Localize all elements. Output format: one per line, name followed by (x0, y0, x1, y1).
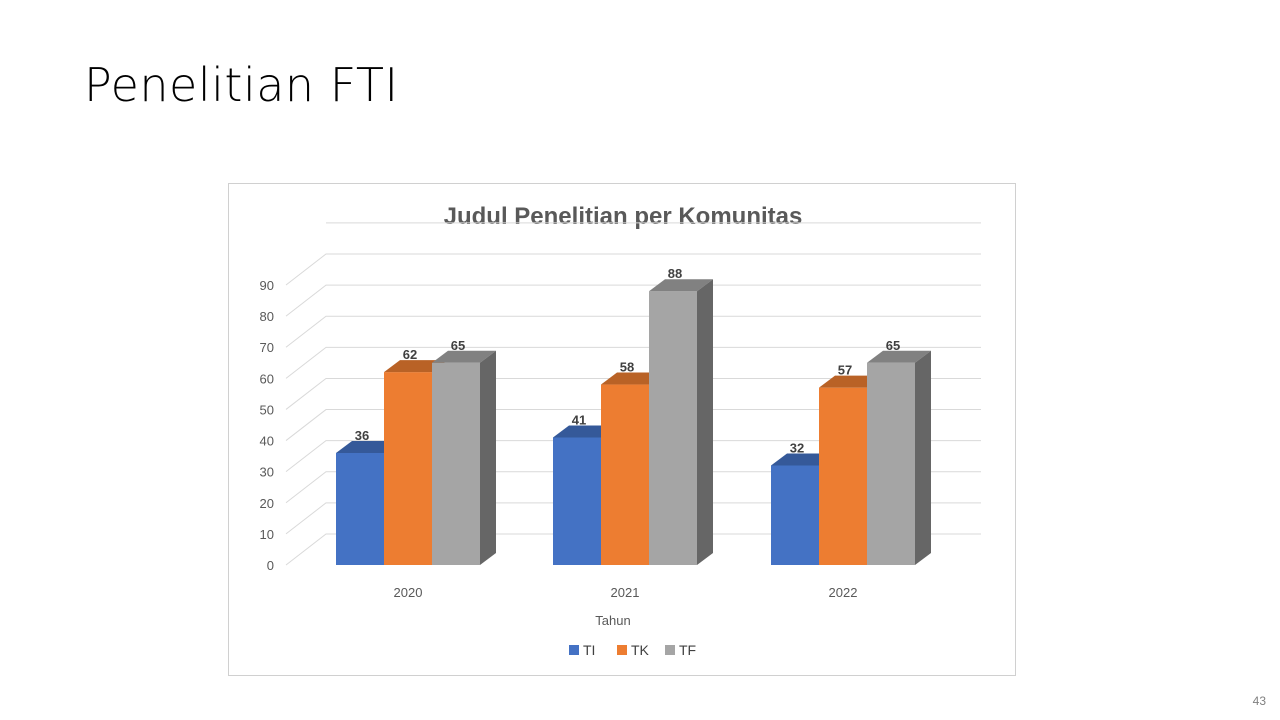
y-tick-label: 30 (260, 465, 274, 480)
y-tick-label: 40 (260, 434, 274, 449)
x-tick-label: 2021 (611, 585, 640, 600)
data-label: 41 (572, 412, 586, 427)
page-number: 43 (1252, 694, 1266, 708)
legend-swatch-tf (665, 645, 675, 655)
x-axis-title: Tahun (595, 613, 630, 628)
y-tick-label: 80 (260, 309, 274, 324)
gridline (285, 284, 981, 317)
bar-top-tf-2021 (649, 279, 713, 292)
legend-swatch-tk (617, 645, 627, 655)
legend-swatch-ti (569, 645, 579, 655)
bar-top-tf-2022 (867, 350, 931, 363)
bar-tk-2021 (601, 384, 649, 565)
legend-label-tk: TK (631, 642, 650, 658)
data-label: 88 (668, 266, 682, 281)
legend-label-tf: TF (679, 642, 696, 658)
bar-side-tf-2020 (480, 350, 496, 565)
bar-tf-2020 (432, 362, 480, 565)
data-label: 36 (355, 428, 369, 443)
bar-tk-2022 (819, 387, 867, 565)
gridline (285, 346, 981, 379)
y-tick-label: 90 (260, 278, 274, 293)
data-label: 65 (451, 338, 465, 353)
data-label: 57 (838, 363, 852, 378)
gridline (285, 471, 981, 504)
data-label: 62 (403, 347, 417, 362)
bar-top-tf-2020 (432, 350, 496, 363)
bar-side-tf-2021 (697, 279, 713, 565)
y-tick-label: 20 (260, 496, 274, 511)
data-label: 32 (790, 440, 804, 455)
y-tick-label: 70 (260, 340, 274, 355)
x-tick-label: 2022 (829, 585, 858, 600)
chart-frame: Judul Penelitian per Komunitas Tahun 0 10… (228, 183, 1016, 676)
x-tick-label: 2020 (394, 585, 423, 600)
gridline (285, 502, 981, 535)
gridline (285, 409, 981, 441)
y-tick-label: 10 (260, 527, 274, 542)
y-tick-label: 60 (260, 371, 274, 386)
gridline (285, 315, 981, 348)
bar-chart: Judul Penelitian per Komunitas Tahun 0 10… (260, 203, 981, 658)
gridline (285, 377, 981, 410)
data-label: 58 (620, 360, 634, 375)
y-tick-label: 0 (267, 558, 274, 573)
chart-title: Judul Penelitian per Komunitas (444, 203, 803, 230)
slide-title: Penelitian FTI (84, 58, 399, 112)
gridline (285, 440, 981, 473)
bar-ti-2022 (771, 465, 819, 565)
bar-ti-2020 (336, 453, 384, 565)
bar-ti-2021 (553, 437, 601, 565)
gridline (285, 533, 981, 566)
bar-side-tf-2022 (915, 350, 931, 565)
data-label: 65 (886, 338, 900, 353)
bar-tf-2021 (649, 291, 697, 565)
bar-tk-2020 (384, 372, 432, 565)
y-tick-label: 50 (260, 402, 274, 417)
gridline (285, 253, 981, 286)
legend-label-ti: TI (583, 642, 595, 658)
bar-tf-2022 (867, 362, 915, 565)
